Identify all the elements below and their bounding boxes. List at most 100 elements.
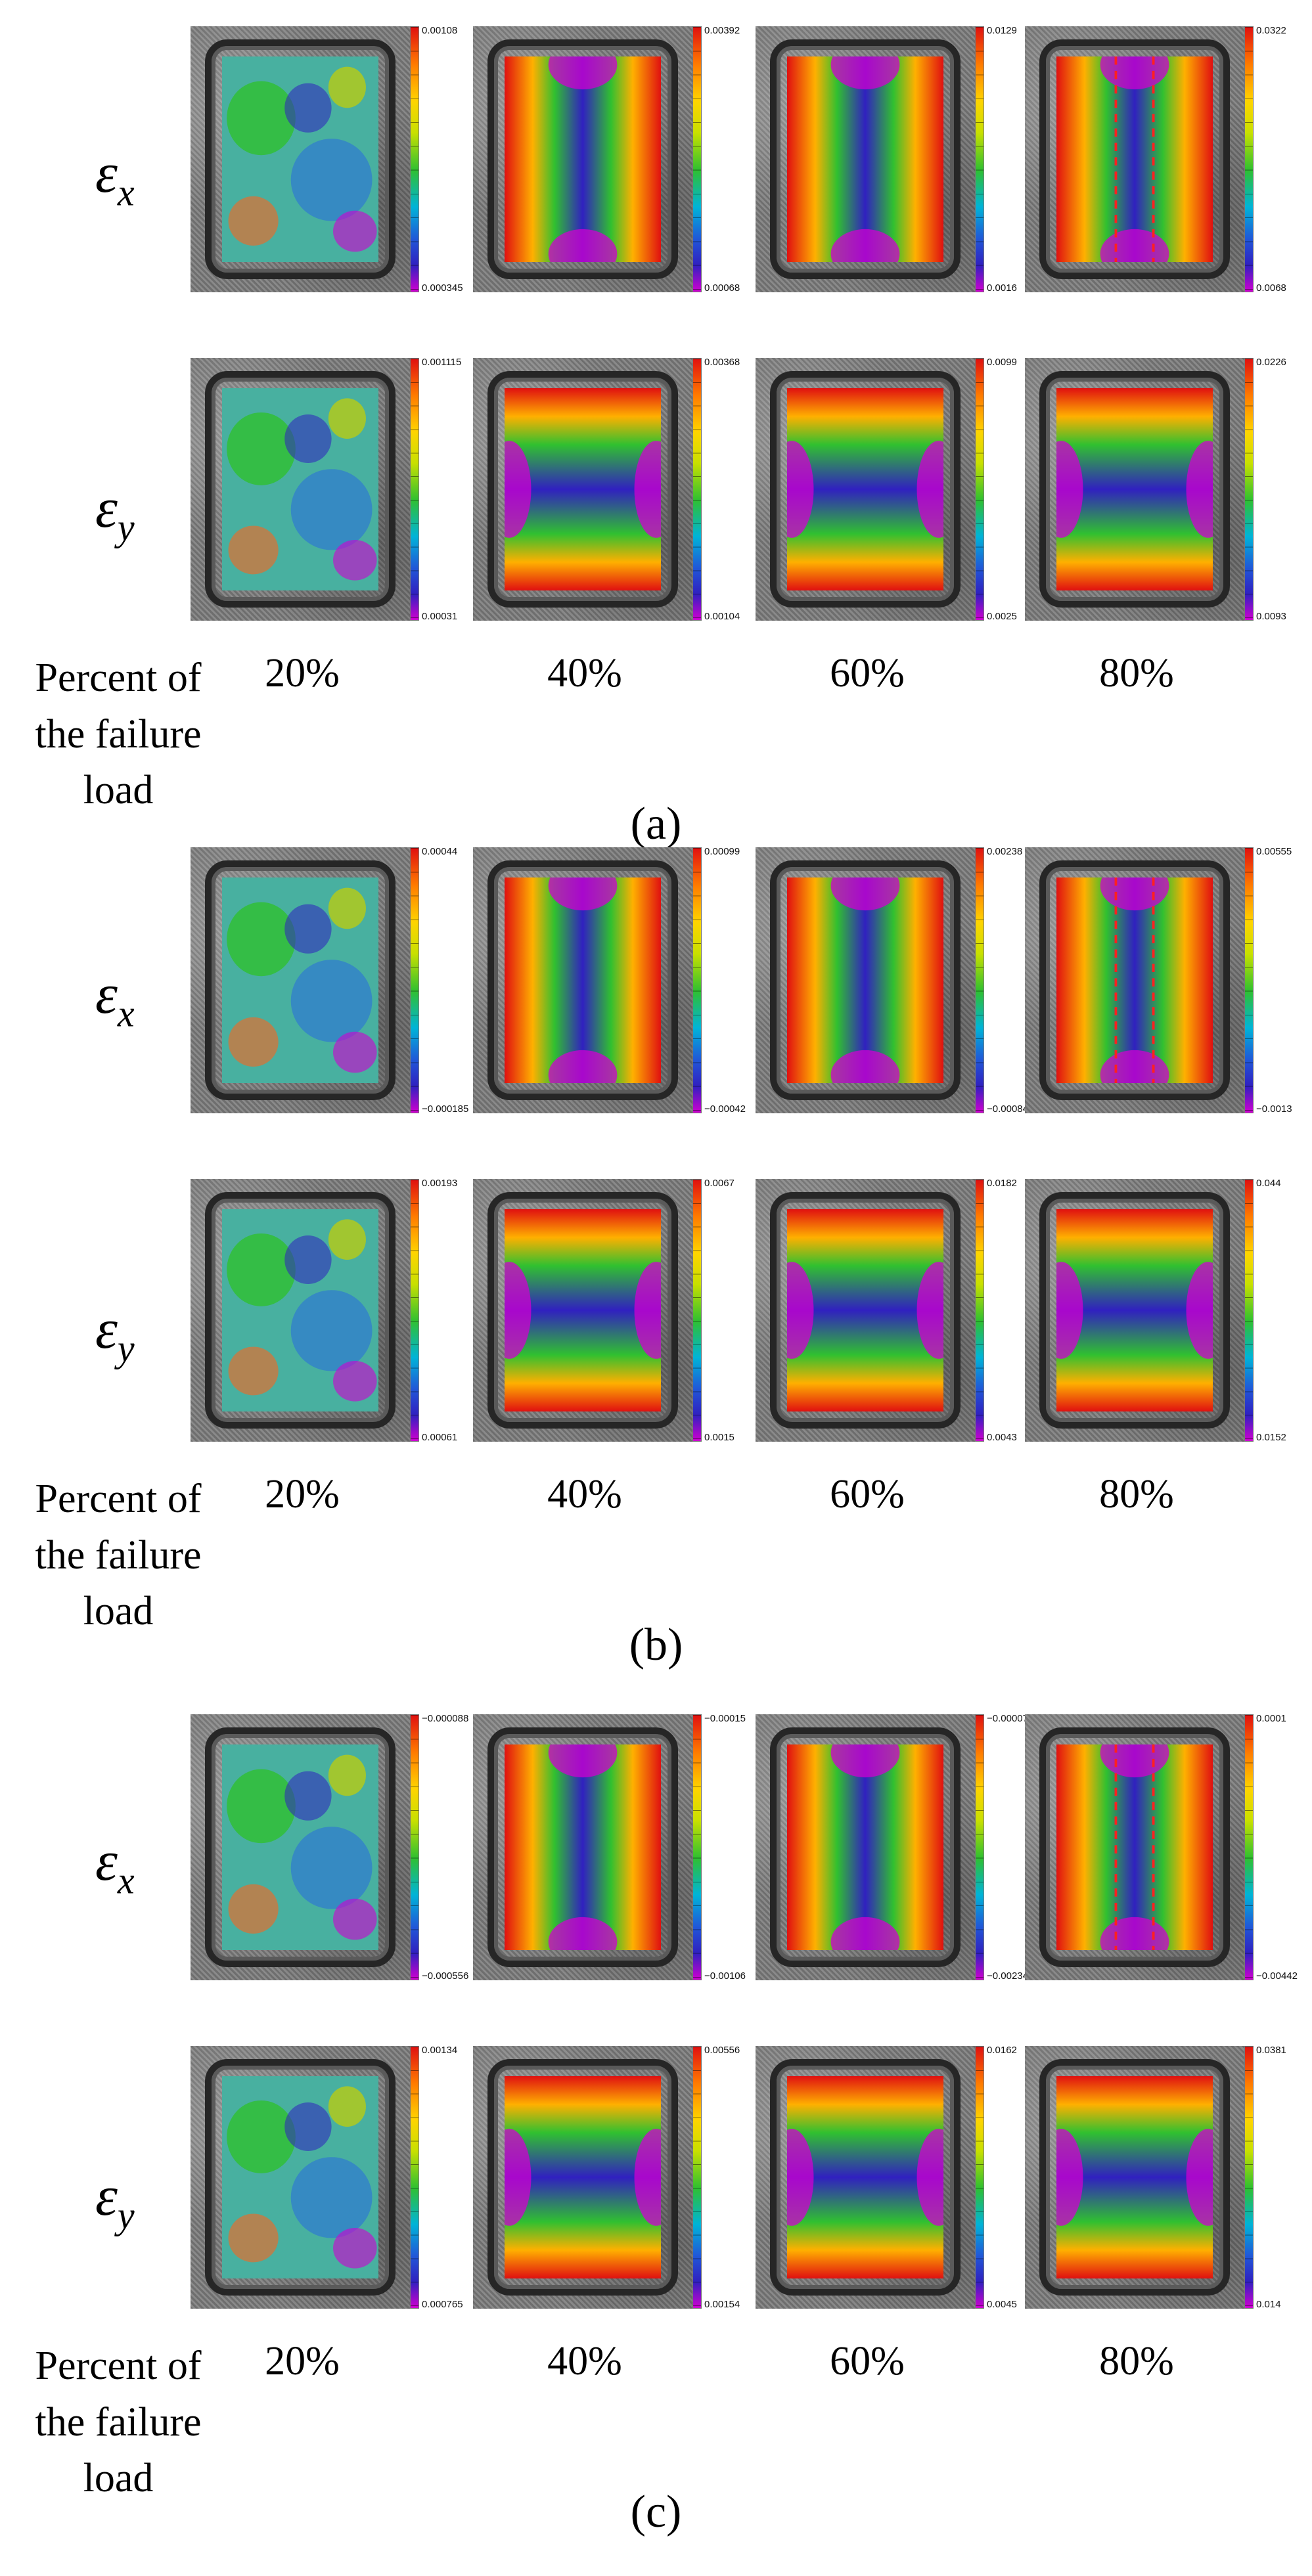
color-scale-max: 0.00134 bbox=[422, 2045, 458, 2056]
color-scale-min: 0.014 bbox=[1256, 2299, 1281, 2310]
panel-caption: (a) bbox=[630, 799, 682, 849]
strain-map-ey-2: 0.0162 0.0045 bbox=[756, 2045, 1031, 2310]
color-scale-min: 0.00154 bbox=[704, 2299, 740, 2310]
strain-field-map bbox=[787, 1744, 943, 1950]
specimen-photo bbox=[756, 358, 975, 621]
strain-field-map bbox=[787, 1209, 943, 1411]
strain-overlay bbox=[505, 56, 661, 262]
specimen-photo bbox=[756, 1179, 975, 1442]
specimen-frame bbox=[1039, 1727, 1230, 1967]
strain-overlay bbox=[222, 1744, 378, 1950]
strain-overlay bbox=[787, 2076, 943, 2278]
color-scale-bar bbox=[692, 1179, 702, 1442]
panel-caption: (c) bbox=[630, 2487, 682, 2537]
figure-panel: εx εy 0.00044 −0.000185 bbox=[0, 846, 1312, 1681]
strain-field-map bbox=[787, 2076, 943, 2278]
color-scale-bar bbox=[975, 847, 984, 1113]
strain-map-ey-2: 0.0099 0.0025 bbox=[756, 357, 1031, 622]
color-scale-max: 0.0001 bbox=[1256, 1713, 1286, 1724]
color-scale-bar bbox=[1244, 1179, 1254, 1442]
color-scale-min: −0.00106 bbox=[704, 1970, 746, 1982]
strain-field-map bbox=[222, 388, 378, 590]
percent-label: 60% bbox=[830, 2339, 905, 2384]
color-scale-bar bbox=[410, 2046, 419, 2309]
color-scale-max: 0.00392 bbox=[704, 25, 740, 36]
specimen-photo bbox=[1025, 26, 1244, 292]
strain-map-ex-2: 0.0129 0.0016 bbox=[756, 25, 1031, 294]
specimen-frame bbox=[770, 2059, 961, 2296]
color-scale-min: 0.000345 bbox=[422, 282, 463, 294]
color-scale-min: −0.00042 bbox=[704, 1103, 746, 1115]
specimen-photo bbox=[191, 1179, 410, 1442]
color-scale-bar bbox=[975, 26, 984, 292]
strain-map-ex-0: −0.000088 −0.000556 bbox=[191, 1713, 468, 1982]
strain-overlay bbox=[1056, 2076, 1213, 2278]
specimen-photo bbox=[756, 847, 975, 1113]
figure-panel: εx εy 0.00108 0.000345 bbox=[0, 25, 1312, 860]
color-scale-max: 0.00193 bbox=[422, 1178, 458, 1189]
color-scale-min: −0.00234 bbox=[987, 1970, 1028, 1982]
specimen-frame bbox=[205, 2059, 396, 2296]
percent-label: 40% bbox=[547, 2339, 622, 2384]
color-scale-min: 0.00104 bbox=[704, 611, 740, 622]
footer-label: Percent of the failure load bbox=[35, 1477, 202, 1634]
color-scale-min: 0.0015 bbox=[704, 1432, 735, 1443]
specimen-photo bbox=[1025, 1179, 1244, 1442]
percent-label: 80% bbox=[1099, 2339, 1174, 2384]
footer-label: Percent of the failure load bbox=[35, 655, 202, 813]
strain-map-ex-1: −0.00015 −0.00106 bbox=[473, 1713, 749, 1982]
color-scale-min: −0.00084 bbox=[987, 1103, 1028, 1115]
row-label-epsilon-y: εy bbox=[95, 1297, 135, 1370]
color-scale-bar bbox=[410, 1179, 419, 1442]
specimen-photo bbox=[1025, 358, 1244, 621]
strain-overlay bbox=[222, 2076, 378, 2278]
specimen-frame bbox=[770, 860, 961, 1100]
specimen-frame bbox=[487, 371, 678, 608]
percent-label: 80% bbox=[1099, 651, 1174, 696]
color-scale-min: 0.0045 bbox=[987, 2299, 1017, 2310]
strain-map-ex-1: 0.00392 0.00068 bbox=[473, 25, 749, 294]
specimen-photo bbox=[473, 2046, 692, 2309]
specimen-photo bbox=[191, 2046, 410, 2309]
color-scale-max: 0.001115 bbox=[422, 357, 462, 368]
specimen-photo bbox=[191, 847, 410, 1113]
specimen-frame bbox=[1039, 1192, 1230, 1429]
color-scale-bar bbox=[975, 1179, 984, 1442]
specimen-frame bbox=[205, 371, 396, 608]
strain-field-map bbox=[505, 56, 661, 262]
color-scale-min: 0.0152 bbox=[1256, 1432, 1286, 1443]
specimen-frame bbox=[1039, 860, 1230, 1100]
color-scale-max: 0.0129 bbox=[987, 25, 1017, 36]
color-scale-max: 0.00368 bbox=[704, 357, 740, 368]
color-scale-bar bbox=[410, 847, 419, 1113]
strain-field-map bbox=[787, 877, 943, 1083]
color-scale-bar bbox=[1244, 1714, 1254, 1980]
strain-overlay bbox=[505, 877, 661, 1083]
strain-map-ex-3: 0.0001 −0.00442 bbox=[1025, 1713, 1301, 1982]
percent-label: 60% bbox=[830, 1472, 905, 1517]
color-scale-max: 0.00555 bbox=[1256, 846, 1292, 857]
specimen-photo bbox=[756, 2046, 975, 2309]
color-scale-max: 0.0182 bbox=[987, 1178, 1017, 1189]
color-scale-min: 0.00061 bbox=[422, 1432, 458, 1443]
percent-label: 40% bbox=[547, 1472, 622, 1517]
percent-label: 40% bbox=[547, 651, 622, 696]
color-scale-bar bbox=[692, 1714, 702, 1980]
percent-label: 60% bbox=[830, 651, 905, 696]
color-scale-max: 0.0099 bbox=[987, 357, 1017, 368]
strain-overlay bbox=[787, 1744, 943, 1950]
percent-label: 20% bbox=[265, 2339, 340, 2384]
strain-field-map bbox=[222, 56, 378, 262]
strain-field-map bbox=[1056, 388, 1213, 590]
strain-map-ey-1: 0.00368 0.00104 bbox=[473, 357, 749, 622]
percent-label: 80% bbox=[1099, 1472, 1174, 1517]
strain-overlay bbox=[505, 1209, 661, 1411]
strain-overlay bbox=[787, 1209, 943, 1411]
strain-field-map bbox=[505, 388, 661, 590]
strain-field-map bbox=[505, 877, 661, 1083]
color-scale-max: 0.0067 bbox=[704, 1178, 735, 1189]
color-scale-max: 0.00044 bbox=[422, 846, 458, 857]
figure-panel: εx εy −0.000088 −0.000556 bbox=[0, 1713, 1312, 2548]
strain-overlay bbox=[787, 388, 943, 590]
specimen-frame bbox=[205, 1727, 396, 1967]
